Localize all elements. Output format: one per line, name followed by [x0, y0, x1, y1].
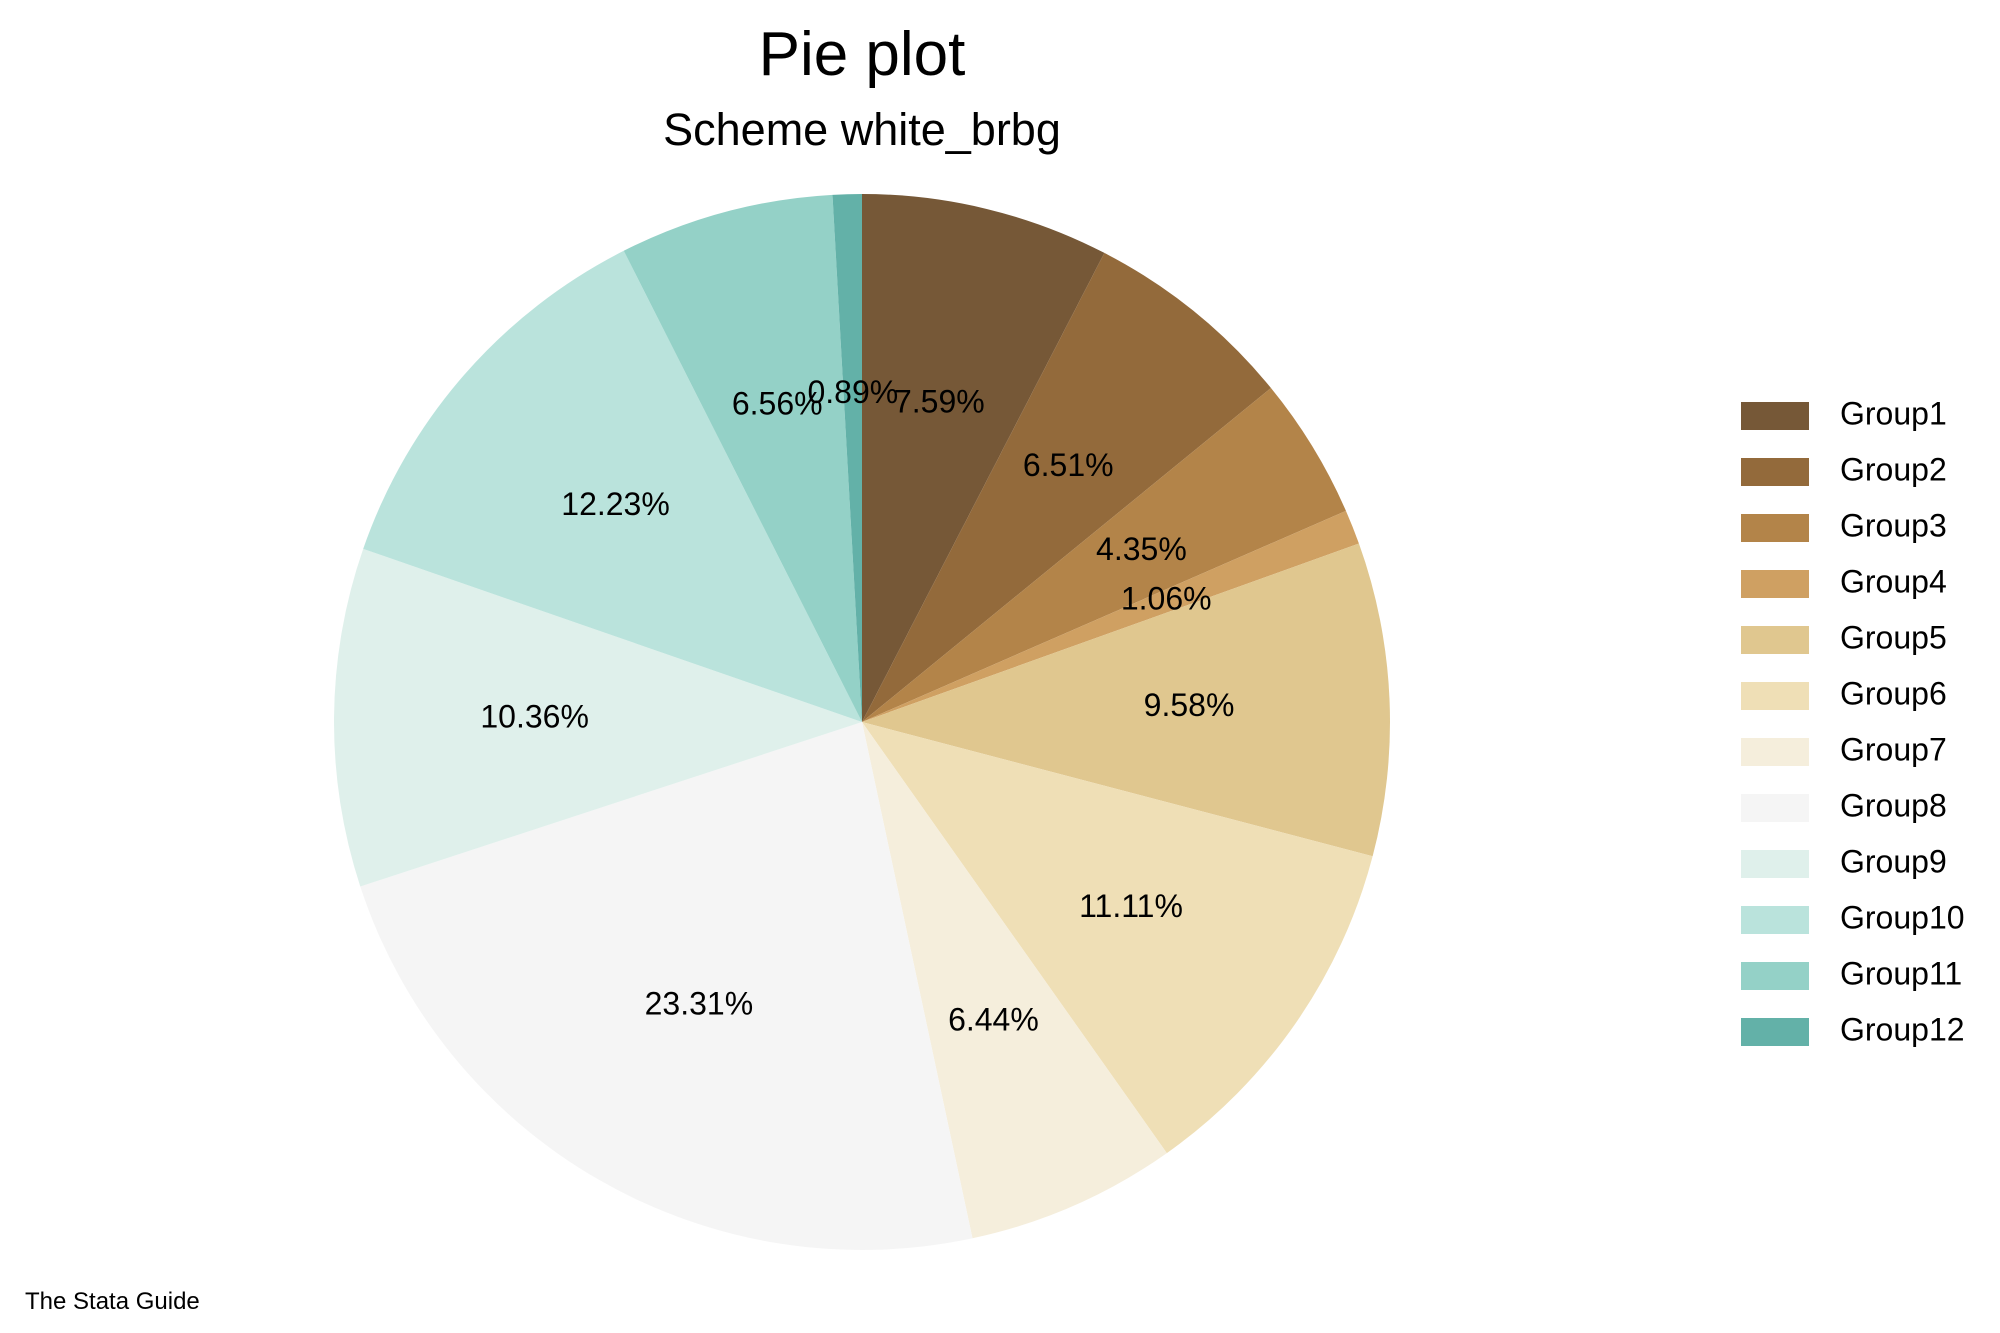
slice-label-group7: 6.44% [948, 1001, 1039, 1037]
legend-swatch-group12 [1741, 1018, 1809, 1046]
legend-swatch-group5 [1741, 626, 1809, 654]
pie-slice-group4 [862, 510, 1359, 722]
slice-label-group11: 6.56% [732, 385, 823, 421]
slice-label-group3: 4.35% [1096, 531, 1187, 567]
legend-label-group9: Group9 [1840, 843, 1947, 879]
legend-swatch-group11 [1741, 962, 1809, 990]
pie-slice-group11 [623, 194, 862, 722]
slice-label-group9: 10.36% [480, 699, 589, 735]
slice-label-group5: 9.58% [1144, 687, 1235, 723]
pie-slice-group8 [360, 722, 973, 1251]
legend-label-group6: Group6 [1840, 675, 1947, 711]
legend-swatch-group1 [1741, 402, 1809, 430]
slice-label-group1: 7.59% [894, 383, 985, 419]
legend-label-group5: Group5 [1840, 619, 1947, 655]
legend-label-group4: Group4 [1840, 563, 1947, 599]
slice-label-group4: 1.06% [1121, 581, 1212, 617]
legend-label-group7: Group7 [1840, 731, 1947, 767]
legend-label-group8: Group8 [1840, 787, 1947, 823]
chart-title: Pie plot [759, 20, 966, 89]
legend-swatch-group10 [1741, 906, 1809, 934]
pie-slices [334, 194, 1391, 1251]
legend-swatch-group6 [1741, 682, 1809, 710]
legend: Group1 Group2 Group3 Group4 Group5 Group6 Grou… [1741, 395, 1965, 1047]
slice-label-group10: 12.23% [561, 486, 670, 522]
pie-slice-group9 [334, 548, 863, 887]
legend-swatch-group7 [1741, 738, 1809, 766]
chart-note: The Stata Guide [25, 1288, 200, 1315]
legend-swatch-group3 [1741, 514, 1809, 542]
legend-swatch-group2 [1741, 458, 1809, 486]
legend-label-group3: Group3 [1840, 507, 1947, 543]
slice-label-group2: 6.51% [1023, 447, 1114, 483]
pie-slice-group1 [862, 194, 1105, 722]
pie-slice-group3 [862, 388, 1346, 722]
legend-label-group10: Group10 [1840, 899, 1965, 935]
legend-label-group11: Group11 [1840, 955, 1962, 991]
pie-slice-group5 [862, 543, 1391, 857]
legend-label-group1: Group1 [1840, 395, 1947, 431]
legend-label-group12: Group12 [1840, 1011, 1965, 1047]
pie-slice-group10 [363, 250, 862, 723]
legend-swatch-group8 [1741, 794, 1809, 822]
chart-subtitle: Scheme white_brbg [663, 104, 1061, 155]
pie-slice-labels: 7.59% 6.51% 4.35% 1.06% 9.58% 11.11% 6.44% 23.3… [480, 374, 1234, 1037]
legend-swatch-group9 [1741, 850, 1809, 878]
legend-swatch-group4 [1741, 570, 1809, 598]
slice-label-group12: 0.89% [807, 374, 898, 410]
pie-slice-group12 [832, 194, 862, 722]
slice-label-group8: 23.31% [645, 985, 754, 1021]
pie-slice-group2 [862, 252, 1271, 722]
slice-label-group6: 11.11% [1079, 888, 1183, 924]
pie-slice-group6 [862, 722, 1373, 1154]
legend-label-group2: Group2 [1840, 451, 1947, 487]
pie-slice-group7 [862, 722, 1167, 1239]
